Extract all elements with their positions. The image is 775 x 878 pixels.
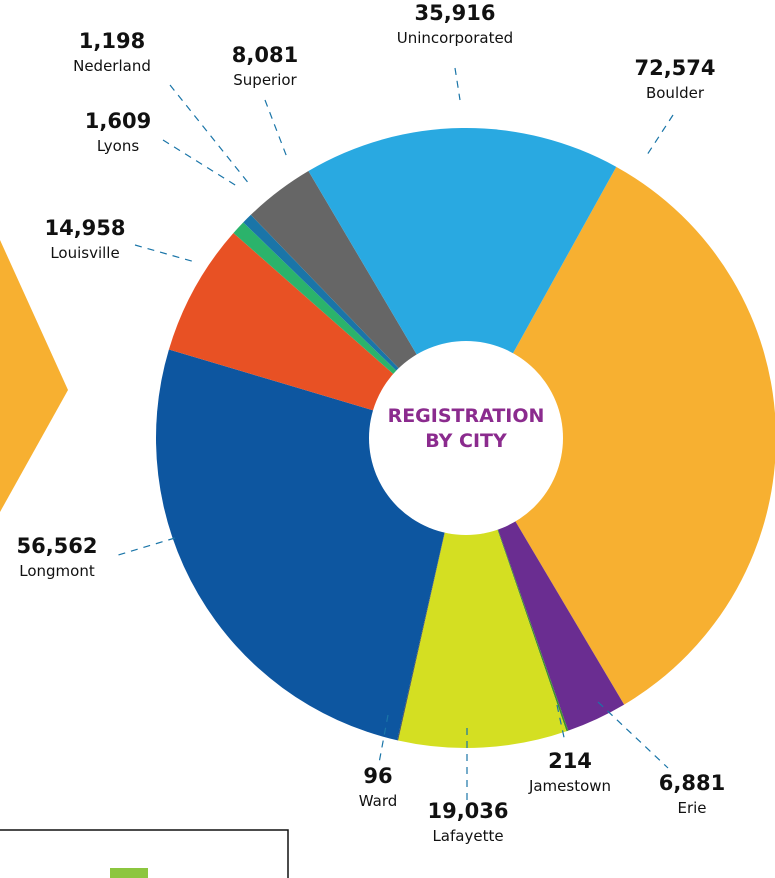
leader-line <box>169 84 251 186</box>
value-label: 214 <box>548 749 592 773</box>
category-label: Erie <box>677 799 706 817</box>
slice <box>398 438 567 749</box>
value-label: 8,081 <box>232 43 298 67</box>
value-label: 1,609 <box>85 109 151 133</box>
value-label: 19,036 <box>427 799 508 823</box>
category-label: Superior <box>233 71 297 89</box>
category-label: Jamestown <box>528 777 611 795</box>
value-label: 6,881 <box>659 771 725 795</box>
donut <box>155 128 775 749</box>
category-label: Lyons <box>97 137 140 155</box>
leader-line <box>378 714 389 764</box>
value-label: 1,198 <box>79 29 145 53</box>
leader-line <box>597 701 669 769</box>
leader-line <box>162 139 241 189</box>
value-label: 35,916 <box>414 1 495 25</box>
category-label: Louisville <box>50 244 119 262</box>
leader-line <box>556 704 566 743</box>
category-label: Ward <box>359 792 398 810</box>
slice <box>466 166 775 705</box>
value-label: 96 <box>363 764 392 788</box>
donut-hole <box>369 341 563 535</box>
value-label: 56,562 <box>16 534 97 558</box>
category-label: Boulder <box>646 84 705 102</box>
title-line: BY CITY <box>425 430 507 452</box>
category-label: Unincorporated <box>397 29 513 47</box>
value-label: 14,958 <box>44 216 125 240</box>
title-line: REGISTRATION <box>388 405 545 427</box>
leader-line <box>114 537 176 557</box>
leader-line <box>134 244 196 263</box>
value-label: 72,574 <box>634 56 715 80</box>
leader-line <box>644 114 674 159</box>
category-label: Longmont <box>19 562 95 580</box>
decor-diamond <box>0 240 68 512</box>
decor-square <box>110 868 148 878</box>
slice <box>308 128 617 438</box>
category-label: Nederland <box>73 57 151 75</box>
decor-box <box>0 829 289 878</box>
leader-line <box>264 99 289 161</box>
leader-line <box>454 67 461 101</box>
category-label: Lafayette <box>432 827 503 845</box>
